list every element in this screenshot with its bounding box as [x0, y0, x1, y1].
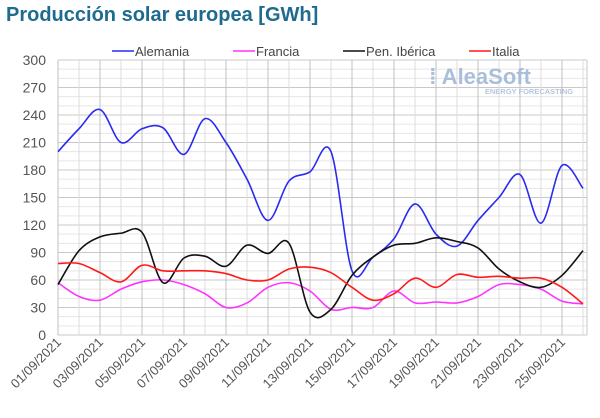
y-tick-label: 30: [30, 300, 46, 316]
y-tick-label: 180: [23, 162, 47, 178]
y-tick-label: 240: [23, 107, 47, 123]
chart-title: Producción solar europea [GWh]: [6, 4, 319, 26]
series-line-pen-ib-rica: [57, 227, 584, 319]
legend-label: Alemania: [135, 44, 190, 59]
series-line-francia: [57, 279, 584, 312]
series-line-italia: [57, 262, 584, 305]
y-tick-label: 60: [30, 272, 46, 288]
watermark-logo: ⁞ AleaSoft: [429, 64, 532, 89]
y-tick-label: 120: [23, 217, 47, 233]
series-line-alemania: [57, 108, 584, 278]
y-tick-label: 150: [23, 190, 47, 206]
legend-label: Francia: [256, 44, 300, 59]
y-tick-label: 270: [23, 80, 47, 96]
y-tick-label: 0: [38, 327, 46, 343]
legend-label: Italia: [492, 44, 520, 59]
watermark-tagline: ENERGY FORECASTING: [485, 87, 573, 96]
y-tick-label: 90: [30, 245, 46, 261]
y-tick-label: 300: [23, 52, 47, 68]
legend-label: Pen. Ibérica: [366, 44, 436, 59]
y-tick-label: 210: [23, 135, 47, 151]
